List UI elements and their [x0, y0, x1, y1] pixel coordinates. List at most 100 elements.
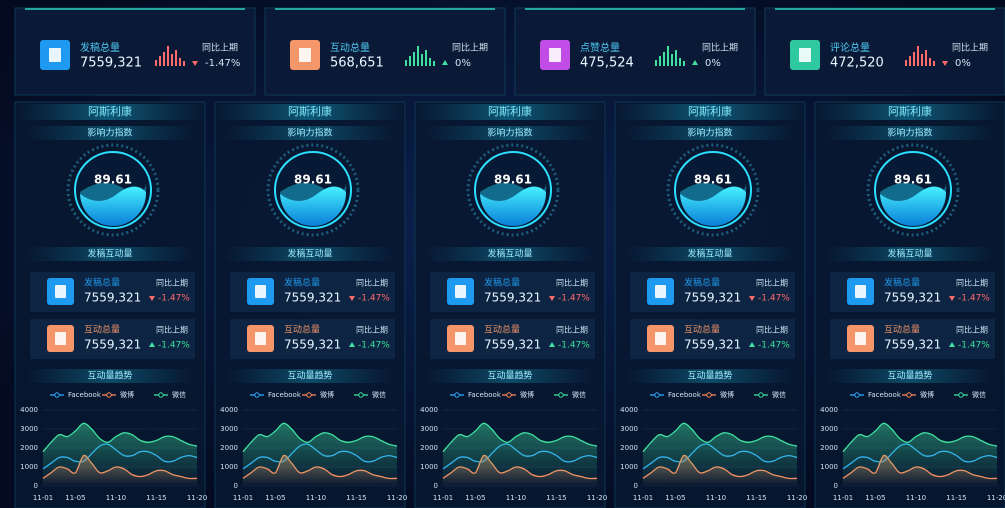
trend-arrow: [442, 60, 448, 65]
legend-dot: [106, 392, 112, 398]
column-header: [615, 104, 805, 120]
mini-bar: [655, 60, 657, 66]
card-label: 点赞总量: [580, 41, 620, 54]
stat-change: -1.47%: [958, 294, 990, 304]
legend-dot: [758, 392, 764, 398]
x-tick-label: 11-10: [106, 494, 126, 502]
mini-bar: [913, 52, 915, 66]
trend-arrow: [192, 61, 198, 66]
gauge-value: 89.61: [694, 173, 732, 187]
column-header: [415, 104, 605, 120]
y-tick-label: 3000: [20, 425, 38, 433]
x-tick-label: 11-20: [587, 494, 607, 502]
stat-label: 发稿总量: [684, 277, 720, 289]
mini-bar: [155, 60, 157, 66]
icon-glyph: [55, 285, 66, 298]
gauge-value: 89.61: [94, 173, 132, 187]
stat-compare-label: 同比上期: [356, 325, 388, 335]
stat-value: 7559,321: [484, 338, 541, 352]
mini-bar: [163, 52, 165, 66]
stat-label: 发稿总量: [884, 277, 920, 289]
trend-arrow: [949, 296, 955, 301]
y-tick-label: 1000: [820, 463, 838, 471]
mini-bar: [179, 58, 181, 66]
legend-label: 微博: [520, 390, 534, 399]
section-title: 互动量趋势: [687, 370, 732, 382]
stat-compare-label: 同比上期: [356, 278, 388, 288]
stat-label: 发稿总量: [284, 277, 320, 289]
gauge-outer: [266, 143, 360, 237]
stat-value: 7559,321: [484, 291, 541, 305]
section-band: [825, 369, 995, 383]
y-tick-label: 3000: [620, 425, 638, 433]
stat-change: -1.47%: [758, 341, 790, 351]
card-label: 互动总量: [330, 41, 370, 54]
x-tick-label: 11-15: [546, 494, 566, 502]
legend-label: 微信: [572, 390, 586, 399]
x-tick-label: 11-10: [706, 494, 726, 502]
column-header: [15, 104, 205, 120]
mini-bar: [171, 54, 173, 66]
x-tick-label: 11-05: [865, 494, 885, 502]
trend-arrow: [349, 296, 355, 301]
gauge-wave: [680, 186, 747, 227]
x-tick-label: 11-20: [387, 494, 407, 502]
stat-change: -1.47%: [158, 341, 190, 351]
mini-bar: [663, 52, 665, 66]
legend-dot: [54, 392, 60, 398]
series-line: [42, 422, 198, 453]
icon-glyph: [655, 285, 666, 298]
trend-arrow: [149, 342, 155, 347]
legend-label: 微信: [372, 390, 386, 399]
mini-bar: [413, 52, 415, 66]
stat-change: -1.47%: [158, 294, 190, 304]
series-line: [842, 422, 998, 453]
stat-label: 互动总量: [484, 324, 520, 336]
x-tick-label: 11-10: [506, 494, 526, 502]
icon-glyph: [855, 332, 866, 345]
mini-bar: [433, 61, 435, 66]
card-compare-label: 同比上期: [702, 42, 738, 54]
x-tick-label: 11-15: [746, 494, 766, 502]
legend-label: 微博: [720, 390, 734, 399]
legend-dot: [454, 392, 460, 398]
x-tick-label: 11-20: [187, 494, 207, 502]
gauge-outer: [66, 143, 160, 237]
section-title: 影响力指数: [887, 127, 932, 139]
gauge-value: 89.61: [494, 173, 532, 187]
icon-glyph: [255, 332, 266, 345]
x-tick-label: 11-01: [433, 494, 453, 502]
x-tick-label: 11-15: [946, 494, 966, 502]
trend-arrow: [949, 342, 955, 347]
section-band: [225, 126, 395, 140]
section-title: 影响力指数: [87, 127, 132, 139]
icon-glyph: [55, 332, 66, 345]
mini-bar: [667, 46, 669, 66]
x-tick-label: 11-05: [65, 494, 85, 502]
stat-value: 7559,321: [884, 291, 941, 305]
mini-bar: [167, 46, 169, 66]
gauge-outer: [466, 143, 560, 237]
stat-compare-label: 同比上期: [756, 325, 788, 335]
column-title: 阿斯利康: [488, 104, 532, 118]
icon-glyph: [799, 48, 811, 62]
card-glow: [525, 8, 745, 10]
card-change: 0%: [955, 58, 971, 69]
gauge-outer: [866, 143, 960, 237]
stat-compare-label: 同比上期: [956, 325, 988, 335]
card-value: 472,520: [830, 56, 884, 71]
area-fill: [43, 423, 197, 486]
series-line: [442, 422, 598, 453]
y-tick-label: 1000: [20, 463, 38, 471]
gauge-wave: [880, 186, 947, 226]
stat-label: 发稿总量: [484, 277, 520, 289]
legend-label: Facebook: [868, 391, 902, 399]
legend-dot: [706, 392, 712, 398]
mini-bar: [925, 50, 927, 66]
gauge-wave: [80, 186, 147, 227]
trend-arrow: [942, 61, 948, 66]
section-title: 互动量趋势: [287, 370, 332, 382]
y-tick-label: 2000: [420, 444, 438, 452]
icon-glyph: [299, 48, 311, 62]
mini-bar: [659, 56, 661, 66]
